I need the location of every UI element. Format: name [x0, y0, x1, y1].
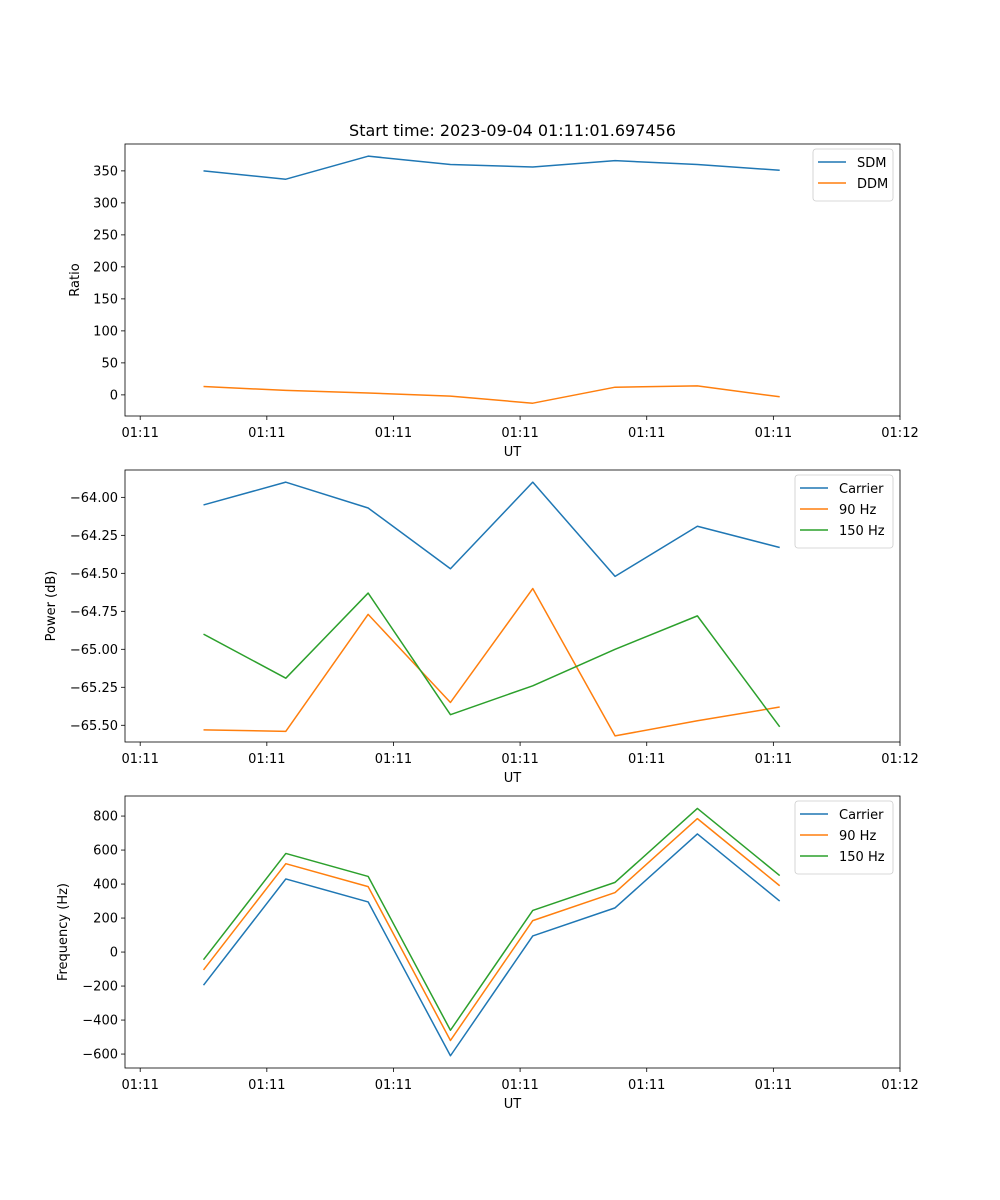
power-x-tick-label: 01:11 [248, 752, 285, 767]
power-legend-label-90-hz: 90 Hz [839, 503, 876, 518]
power-y-tick-label: −64.00 [70, 491, 118, 506]
frequency-y-tick-label: −600 [82, 1048, 118, 1063]
ratio-x-tick-label: 01:11 [248, 426, 285, 441]
frequency-legend-label-150-hz: 150 Hz [839, 850, 885, 865]
frequency-x-tick-label: 01:11 [121, 1078, 158, 1093]
frequency-x-tick-label: 01:12 [881, 1078, 918, 1093]
frequency-y-tick-label: −200 [82, 980, 118, 995]
ratio-legend-label-ddm: DDM [857, 177, 888, 192]
ratio-y-tick-label: 100 [93, 324, 118, 339]
ratio-y-axis-label: Ratio [68, 263, 83, 296]
frequency-y-tick-label: 0 [110, 946, 118, 961]
ratio-series-sdm-line [203, 155, 780, 180]
ratio-x-tick-label: 01:11 [501, 426, 538, 441]
power-panel: 01:11 01:11 01:11 01:11 01:11 01:11 01:12 −64.0… [44, 469, 919, 786]
frequency-y-tick-label: 200 [93, 912, 118, 927]
frequency-x-tick-label: 01:11 [375, 1078, 412, 1093]
ratio-y-tick-label: 0 [110, 388, 118, 403]
frequency-x-axis-label: UT [504, 1097, 522, 1112]
ratio-y-tick-label: 350 [93, 164, 118, 179]
power-series-carrier-line [203, 481, 780, 578]
figure-title: Start time: 2023-09-04 01:11:01.697456 [349, 121, 676, 140]
power-x-tick-label: 01:11 [121, 752, 158, 767]
ratio-x-tick-label: 01:11 [375, 426, 412, 441]
ratio-series-ddm-line [203, 385, 780, 404]
frequency-axes-frame [124, 795, 901, 1069]
power-series-150-hz-line [203, 592, 781, 728]
power-x-tick-label: 01:11 [628, 752, 665, 767]
power-x-axis-label: UT [504, 771, 522, 786]
frequency-series-carrier-line [202, 833, 781, 1057]
frequency-y-tick-label: −400 [82, 1014, 118, 1029]
power-legend-label-carrier: Carrier [839, 482, 884, 497]
ratio-y-tick-label: 50 [101, 356, 118, 371]
frequency-x-tick-label: 01:11 [248, 1078, 285, 1093]
power-series-90-hz-line [203, 587, 780, 737]
frequency-series-90-hz-line [202, 817, 781, 1042]
ratio-x-axis-label: UT [504, 445, 522, 460]
ratio-y-tick-label: 200 [93, 260, 118, 275]
frequency-x-tick-label: 01:11 [628, 1078, 665, 1093]
power-x-tick-label: 01:12 [881, 752, 918, 767]
ratio-y-tick-label: 300 [93, 196, 118, 211]
power-x-tick-label: 01:11 [755, 752, 792, 767]
power-y-tick-label: −64.25 [70, 529, 118, 544]
ratio-panel: 01:11 01:11 01:11 01:11 01:11 01:11 01:12 0 50 10… [68, 143, 919, 460]
frequency-x-tick-label: 01:11 [755, 1078, 792, 1093]
frequency-series-150-hz-line [202, 807, 781, 1032]
power-axes-frame [124, 469, 901, 743]
frequency-x-tick-label: 01:11 [501, 1078, 538, 1093]
power-x-tick-label: 01:11 [375, 752, 412, 767]
power-legend-label-150-hz: 150 Hz [839, 524, 885, 539]
power-y-tick-label: −64.50 [70, 567, 118, 582]
frequency-y-axis-label: Frequency (Hz) [56, 883, 71, 981]
frequency-legend-label-90-hz: 90 Hz [839, 829, 876, 844]
frequency-y-tick-label: 600 [93, 844, 118, 859]
frequency-legend-label-carrier: Carrier [839, 808, 884, 823]
power-y-tick-label: −64.75 [70, 605, 118, 620]
ratio-y-tick-label: 250 [93, 228, 118, 243]
ratio-x-tick-label: 01:11 [755, 426, 792, 441]
power-y-tick-label: −65.50 [70, 719, 118, 734]
ratio-axes-frame [124, 143, 901, 417]
frequency-panel: 01:11 01:11 01:11 01:11 01:11 01:11 01:12 800 60… [56, 795, 919, 1112]
ratio-y-tick-label: 150 [93, 292, 118, 307]
power-y-tick-label: −65.25 [70, 681, 118, 696]
ratio-x-tick-label: 01:11 [628, 426, 665, 441]
power-y-axis-label: Power (dB) [44, 571, 59, 642]
ratio-x-tick-label: 01:11 [121, 426, 158, 441]
power-y-tick-label: −65.00 [70, 643, 118, 658]
ratio-legend-label-sdm: SDM [857, 156, 886, 171]
frequency-y-tick-label: 400 [93, 878, 118, 893]
ratio-x-tick-label: 01:12 [881, 426, 918, 441]
power-x-tick-label: 01:11 [501, 752, 538, 767]
frequency-y-tick-label: 800 [93, 810, 118, 825]
